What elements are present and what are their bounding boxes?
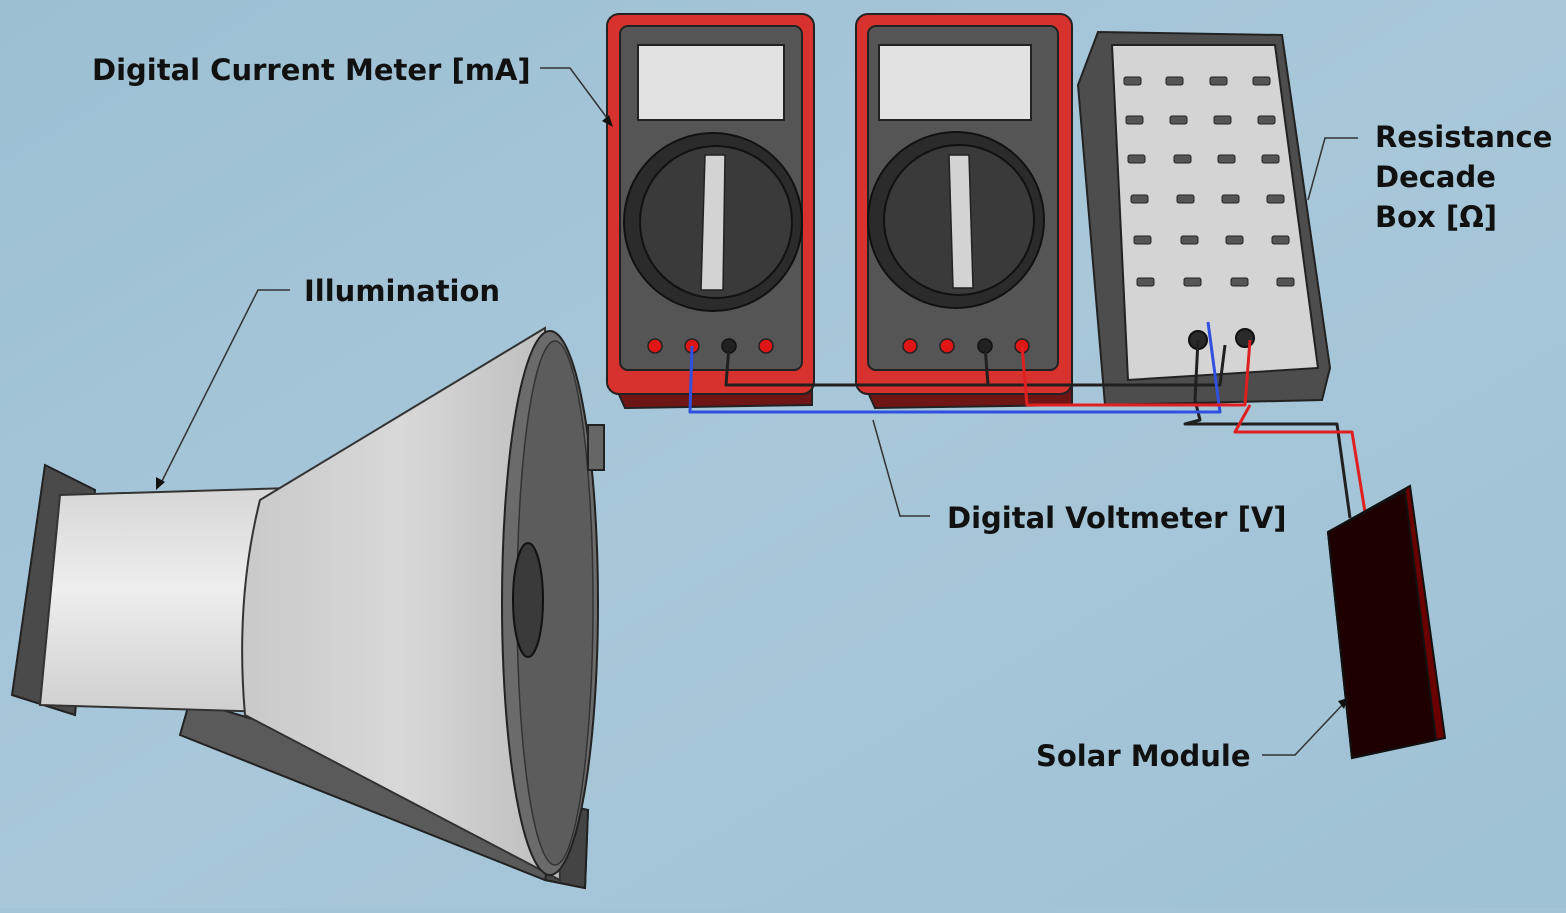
- leader-solar-arrow: [1338, 698, 1348, 709]
- label-voltmeter: Digital Voltmeter [V]: [947, 501, 1287, 535]
- rbox-terminal-2: [1235, 328, 1255, 348]
- lamp: [10, 326, 605, 890]
- solar-module: [1326, 484, 1447, 760]
- label-solar-module: Solar Module: [1036, 739, 1251, 773]
- lamp-tab: [587, 424, 605, 471]
- leader-resistance: [1307, 137, 1358, 201]
- label-illumination: Illumination: [304, 274, 501, 308]
- label-resistance-box: Resistance Decade Box [Ω]: [1375, 117, 1552, 237]
- lamp-bulb-socket: [512, 542, 544, 658]
- label-resistance-line-2: Decade: [1375, 160, 1496, 194]
- wire-blue: [688, 321, 1222, 414]
- wire-black-1: [724, 344, 1227, 387]
- voltmeter: [855, 13, 1073, 410]
- meter2-jack-2: [939, 338, 955, 354]
- label-resistance-line-1: Resistance: [1375, 120, 1553, 154]
- solar-panel: [1326, 489, 1438, 760]
- meter2-jack-1: [902, 338, 918, 354]
- leader-illumination-arrow: [156, 477, 165, 490]
- leader-voltmeter: [872, 419, 930, 517]
- meter2-dial-pointer: [948, 154, 974, 289]
- leader-solar: [1262, 701, 1346, 756]
- meter1-dial-pointer: [700, 154, 726, 291]
- meter1-jack-4: [758, 338, 774, 354]
- meter1-display: [637, 44, 785, 121]
- wire-red-1: [1020, 339, 1252, 407]
- current-meter: [606, 13, 815, 410]
- wires: [688, 321, 1367, 519]
- lamp-reflector: [241, 326, 562, 882]
- resistance-box: [1076, 30, 1332, 407]
- rbox-panel: [1110, 44, 1320, 382]
- meter2-display: [878, 44, 1032, 121]
- leader-illumination: [159, 289, 290, 486]
- label-current-meter: Digital Current Meter [mA]: [92, 53, 531, 87]
- meter1-jack-1: [647, 338, 663, 354]
- leader-lines: [156, 67, 1358, 756]
- rbox-switches: [1123, 76, 1295, 287]
- wire-black-2: [983, 345, 990, 386]
- leader-current-arrow: [602, 115, 613, 127]
- leader-current-meter: [540, 67, 611, 123]
- wire-red-2: [1233, 404, 1367, 513]
- label-resistance-line-3: Box [Ω]: [1375, 200, 1497, 234]
- wire-black-3: [1183, 339, 1352, 519]
